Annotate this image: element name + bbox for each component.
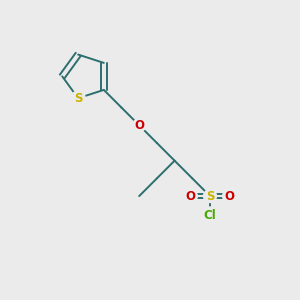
Circle shape: [203, 190, 217, 202]
Text: S: S: [206, 190, 214, 202]
Circle shape: [223, 190, 236, 202]
Circle shape: [184, 190, 197, 202]
Text: Cl: Cl: [204, 209, 216, 222]
Circle shape: [202, 207, 218, 224]
Circle shape: [71, 91, 85, 105]
Text: O: O: [224, 190, 234, 202]
Text: S: S: [74, 92, 82, 105]
Text: O: O: [186, 190, 196, 202]
Text: O: O: [134, 119, 144, 132]
Circle shape: [133, 119, 146, 132]
